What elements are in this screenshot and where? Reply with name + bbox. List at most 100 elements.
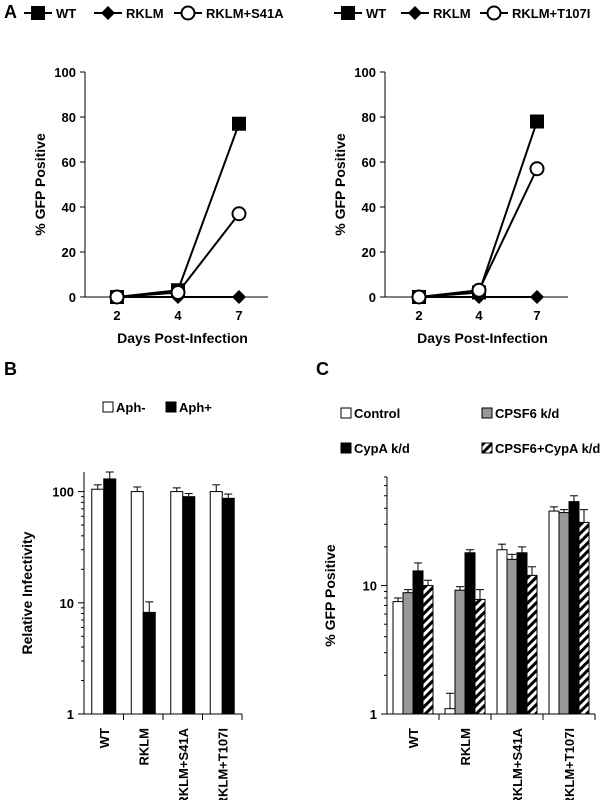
y-tick-label: 0 xyxy=(369,290,376,305)
legend-label: RKLM+T107I xyxy=(512,6,590,21)
bar xyxy=(412,570,424,715)
series-line xyxy=(418,168,538,298)
y-tick-label: 0 xyxy=(69,290,76,305)
legend-label: CPSF6+CypA k/d xyxy=(495,441,600,456)
legend-marker xyxy=(341,6,355,20)
series-line xyxy=(116,123,240,298)
legend-label: CPSF6 k/d xyxy=(495,406,559,421)
bar xyxy=(170,491,184,715)
data-point xyxy=(471,282,487,298)
y-tick-label: 100 xyxy=(354,65,376,80)
x-tick-label: WT xyxy=(97,728,112,748)
y-tick-label: 1 xyxy=(370,707,377,722)
y-tick-label: 100 xyxy=(52,485,74,500)
x-tick-label: 4 xyxy=(475,308,483,323)
data-point xyxy=(109,289,125,305)
bar-chart-gfp-positive: Control CPSF6 k/d CypA k/d CPSF6+CypA k/d 1 1… xyxy=(322,406,600,800)
bar xyxy=(526,574,538,715)
legend-label: Control xyxy=(354,406,400,421)
bar-chart-relative-infectivity: Aph- Aph+ 1 10 100 WT RKLM RKLM+S41A RKLM+T107I R… xyxy=(19,400,243,800)
y-tick-label: 10 xyxy=(363,579,377,594)
data-point xyxy=(530,114,544,129)
x-tick-label: RKLM xyxy=(136,728,151,766)
bar xyxy=(444,708,456,715)
legend-marker xyxy=(180,5,196,21)
y-tick-label: 10 xyxy=(60,596,74,611)
data-point xyxy=(232,116,246,131)
bar xyxy=(548,510,560,715)
x-axis-title: Days Post-Infection xyxy=(117,330,248,346)
legend-swatch xyxy=(481,407,493,419)
series-line xyxy=(418,121,538,298)
y-tick-label: 80 xyxy=(362,110,376,125)
bar xyxy=(130,491,144,715)
bar xyxy=(422,585,434,715)
bar xyxy=(103,478,117,715)
line-chart-left: WT RKLM RKLM+S41A 0 20 40 60 80 100 2 4 7 Days Post-… xyxy=(24,5,284,346)
y-tick-label: 20 xyxy=(362,245,376,260)
x-tick-label: RKLM+T107I xyxy=(215,728,230,800)
data-point xyxy=(529,161,545,177)
x-tick-label: RKLM+S41A xyxy=(510,727,525,800)
y-axis-title: % GFP Positive xyxy=(332,133,348,236)
bar xyxy=(142,611,156,715)
legend-label: WT xyxy=(56,6,76,21)
y-tick-label: 60 xyxy=(362,155,376,170)
legend-swatch xyxy=(165,401,177,413)
y-tick-label: 1 xyxy=(67,707,74,722)
x-tick-label: 2 xyxy=(113,308,120,323)
legend-marker xyxy=(486,5,502,21)
panel-letter-b: B xyxy=(4,359,17,379)
legend-label: RKLM xyxy=(126,6,164,21)
legend-label: Aph- xyxy=(116,400,146,415)
bar xyxy=(578,521,590,715)
y-axis-title: % GFP Positive xyxy=(322,544,338,647)
legend-label: RKLM xyxy=(433,6,471,21)
legend-label: WT xyxy=(366,6,386,21)
y-axis-title: % GFP Positive xyxy=(32,133,48,236)
legend-label: CypA k/d xyxy=(354,441,410,456)
bar xyxy=(516,552,528,715)
x-tick-label: RKLM xyxy=(458,728,473,766)
bar xyxy=(558,512,570,715)
legend-marker xyxy=(408,6,422,20)
legend-swatch xyxy=(481,442,493,454)
legend-swatch xyxy=(340,442,352,454)
x-tick-label: 7 xyxy=(235,308,242,323)
x-axis-title: Days Post-Infection xyxy=(417,330,548,346)
bar xyxy=(182,496,196,715)
data-point xyxy=(170,285,186,300)
legend-label: Aph+ xyxy=(179,400,212,415)
x-tick-label: WT xyxy=(406,728,421,748)
legend-marker xyxy=(31,6,45,20)
data-point xyxy=(530,290,544,304)
bar xyxy=(506,558,518,715)
x-tick-label: 7 xyxy=(533,308,540,323)
legend-swatch xyxy=(340,407,352,419)
legend-marker xyxy=(101,6,115,20)
panel-letter-c: C xyxy=(316,359,329,379)
x-tick-label: 2 xyxy=(415,308,422,323)
bar xyxy=(91,488,105,715)
panel-letter-a: A xyxy=(4,2,17,22)
bar xyxy=(209,491,223,715)
bar xyxy=(464,552,476,715)
data-point xyxy=(411,289,427,305)
y-tick-label: 40 xyxy=(62,200,76,215)
data-point xyxy=(231,206,247,222)
x-tick-label: 4 xyxy=(174,308,182,323)
bar xyxy=(392,601,404,715)
data-point xyxy=(232,290,246,304)
bar xyxy=(454,589,466,715)
bar xyxy=(221,497,235,715)
line-chart-right: WT RKLM RKLM+T107I 0 20 40 60 80 100 2 4 7 Days Post… xyxy=(332,5,590,346)
bar xyxy=(496,549,508,715)
y-tick-label: 40 xyxy=(362,200,376,215)
y-tick-label: 100 xyxy=(54,65,76,80)
bar xyxy=(474,598,486,715)
bar xyxy=(402,592,414,715)
y-tick-label: 60 xyxy=(62,155,76,170)
y-tick-label: 20 xyxy=(62,245,76,260)
y-axis-title: Relative Infectivity xyxy=(19,531,35,654)
